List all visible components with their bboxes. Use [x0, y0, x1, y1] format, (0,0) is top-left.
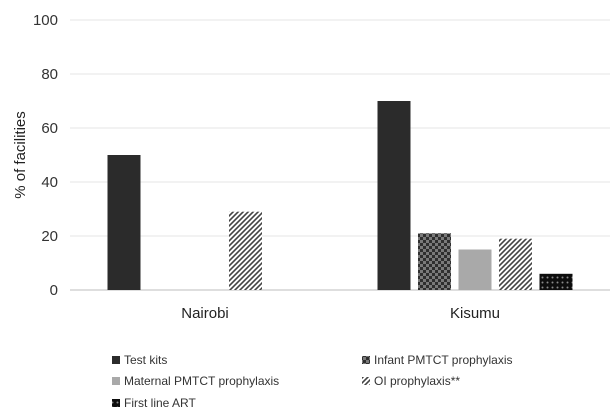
y-tick-label: 0: [50, 282, 58, 299]
legend-swatch: [362, 356, 370, 364]
y-tick-label: 80: [41, 66, 58, 83]
y-axis: 0 20 40 60 80 100: [33, 12, 58, 299]
y-tick-label: 20: [41, 228, 58, 245]
bar-maternal-pmtct-prophylaxis-kisumu: [458, 249, 492, 290]
legend-label: Test kits: [124, 353, 167, 367]
legend: Test kits Infant PMTCT prophylaxis Materna…: [112, 353, 513, 410]
y-tick-label: 40: [41, 174, 58, 191]
x-axis: Nairobi Kisumu: [181, 305, 500, 322]
legend-label: Maternal PMTCT prophylaxis: [124, 374, 279, 388]
category-label: Nairobi: [181, 305, 229, 322]
legend-swatch: [112, 356, 120, 364]
bar-oi-prophylaxis-nairobi: [229, 211, 262, 290]
legend-label: First line ART: [124, 396, 196, 410]
y-tick-label: 100: [33, 12, 58, 29]
y-axis-title: % of facilities: [12, 111, 29, 199]
legend-swatch: [112, 377, 120, 385]
bar-test-kits-nairobi: [107, 155, 141, 290]
y-tick-label: 60: [41, 120, 58, 137]
legend-label: OI prophylaxis**: [374, 374, 460, 388]
category-label: Kisumu: [450, 305, 500, 322]
bar-test-kits-kisumu: [377, 101, 411, 290]
legend-swatch: [112, 399, 120, 407]
legend-swatch: [362, 377, 370, 385]
bar-oi-prophylaxis-kisumu: [499, 238, 532, 290]
bar-infant-pmtct-prophylaxis-kisumu: [418, 233, 451, 290]
bars: [107, 101, 573, 290]
bar-first-line-art-kisumu: [539, 273, 573, 290]
legend-label: Infant PMTCT prophylaxis: [374, 353, 513, 367]
